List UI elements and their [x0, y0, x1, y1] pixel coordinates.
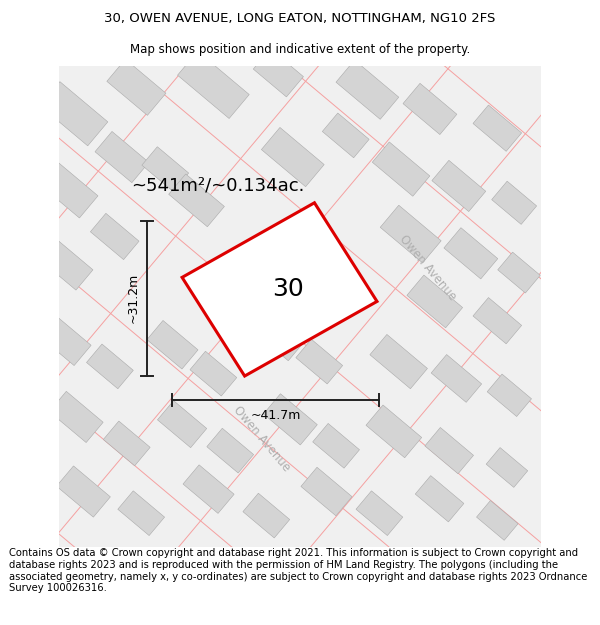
- Text: ~41.7m: ~41.7m: [251, 409, 301, 422]
- Polygon shape: [296, 339, 343, 384]
- Polygon shape: [473, 105, 521, 151]
- Polygon shape: [157, 401, 207, 448]
- Polygon shape: [473, 298, 521, 344]
- Polygon shape: [313, 424, 359, 468]
- Polygon shape: [415, 476, 464, 522]
- Polygon shape: [366, 405, 422, 458]
- Polygon shape: [183, 465, 234, 513]
- Polygon shape: [403, 83, 457, 134]
- Polygon shape: [380, 205, 441, 263]
- Text: 30, OWEN AVENUE, LONG EATON, NOTTINGHAM, NG10 2FS: 30, OWEN AVENUE, LONG EATON, NOTTINGHAM,…: [104, 12, 496, 25]
- Polygon shape: [476, 501, 518, 540]
- Polygon shape: [190, 351, 237, 396]
- Text: 30: 30: [272, 278, 304, 301]
- Polygon shape: [35, 159, 98, 218]
- Polygon shape: [487, 374, 532, 416]
- Polygon shape: [253, 49, 304, 97]
- Polygon shape: [147, 321, 198, 369]
- Polygon shape: [49, 391, 103, 442]
- Polygon shape: [301, 468, 352, 516]
- Polygon shape: [431, 354, 482, 402]
- Text: Map shows position and indicative extent of the property.: Map shows position and indicative extent…: [130, 42, 470, 56]
- Polygon shape: [491, 181, 536, 224]
- Polygon shape: [263, 394, 317, 445]
- Polygon shape: [103, 421, 150, 466]
- Polygon shape: [407, 275, 463, 328]
- Polygon shape: [356, 491, 403, 536]
- Polygon shape: [95, 131, 149, 182]
- Polygon shape: [207, 428, 254, 473]
- Polygon shape: [86, 344, 133, 389]
- Polygon shape: [40, 82, 108, 146]
- Polygon shape: [322, 113, 369, 158]
- Polygon shape: [91, 213, 139, 259]
- Text: Owen Avenue: Owen Avenue: [397, 232, 458, 303]
- Text: ~31.2m: ~31.2m: [127, 273, 140, 323]
- Polygon shape: [56, 466, 110, 517]
- Polygon shape: [425, 428, 473, 474]
- Polygon shape: [118, 491, 164, 536]
- Polygon shape: [182, 202, 377, 376]
- Polygon shape: [262, 127, 324, 187]
- Text: Contains OS data © Crown copyright and database right 2021. This information is : Contains OS data © Crown copyright and d…: [9, 549, 587, 593]
- Polygon shape: [35, 236, 93, 290]
- Polygon shape: [37, 314, 91, 366]
- Polygon shape: [336, 60, 399, 119]
- Polygon shape: [444, 228, 498, 279]
- Polygon shape: [243, 493, 290, 538]
- Polygon shape: [370, 334, 427, 389]
- Polygon shape: [178, 51, 249, 119]
- Polygon shape: [107, 59, 166, 116]
- Text: Owen Avenue: Owen Avenue: [230, 403, 293, 474]
- Polygon shape: [169, 174, 224, 227]
- Polygon shape: [372, 142, 430, 196]
- Polygon shape: [142, 147, 188, 191]
- Polygon shape: [498, 252, 540, 293]
- Polygon shape: [486, 448, 528, 488]
- Text: ~541m²/~0.134ac.: ~541m²/~0.134ac.: [131, 177, 305, 195]
- Polygon shape: [432, 161, 486, 211]
- Polygon shape: [251, 309, 305, 361]
